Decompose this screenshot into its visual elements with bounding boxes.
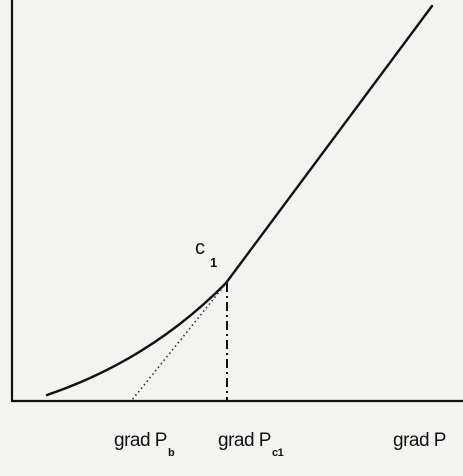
x-label-grad-pb-sub: b (167, 447, 175, 459)
linear-segment (224, 4, 434, 285)
x-label-grad-p-text: grad P (393, 430, 446, 451)
critical-point-label: c (195, 237, 205, 259)
extrapolation-dotted-line (131, 285, 225, 401)
x-label-grad-pc1: grad Pc1 (218, 430, 284, 459)
nonlinear-curve (45, 281, 228, 397)
x-label-grad-pb: grad Pb (114, 430, 175, 459)
critical-point-index: 1 (210, 255, 218, 270)
x-label-grad-pb-text: grad P (114, 430, 167, 451)
x-label-grad-p: grad P (393, 431, 446, 450)
x-label-grad-pc1-text: grad P (218, 430, 271, 451)
x-label-grad-pc1-sub: c1 (271, 447, 284, 459)
